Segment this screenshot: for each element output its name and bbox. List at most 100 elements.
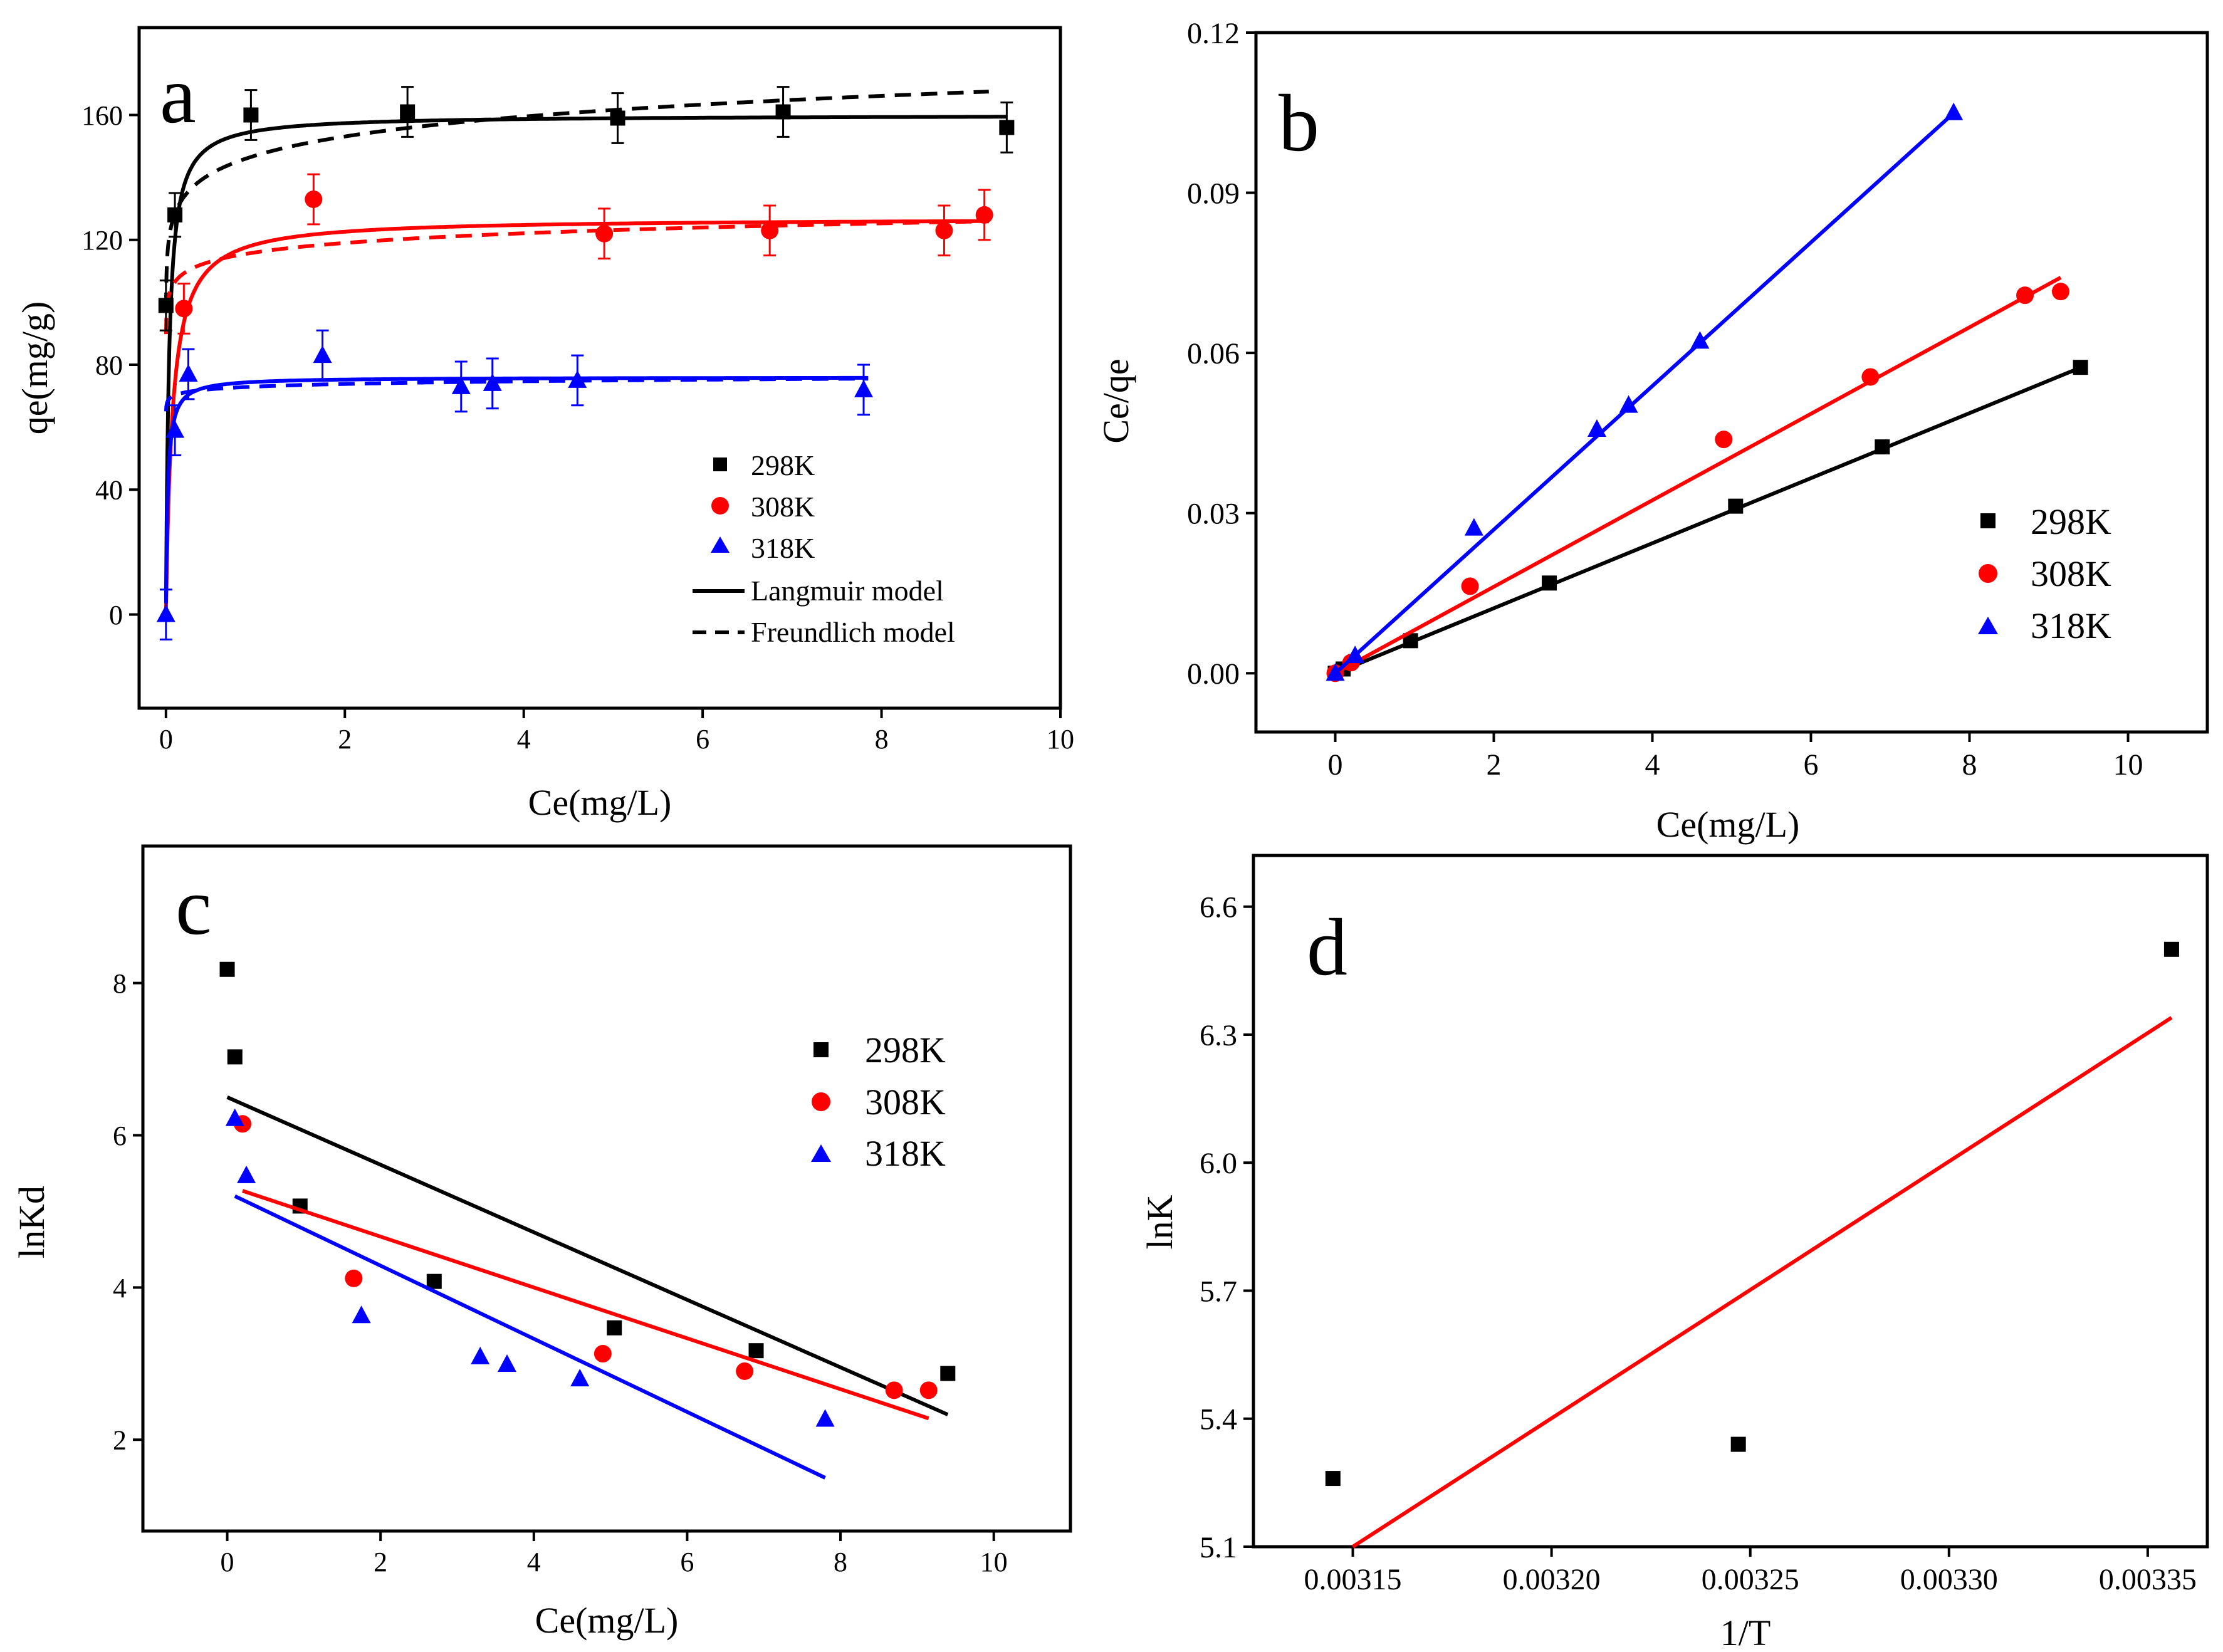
point-308K [736, 1362, 754, 1380]
y-tick-label: 2 [113, 1425, 127, 1456]
point-data [1325, 1471, 1341, 1487]
panel-d-van-t-hoff: d 0.00315 0.00320 0.00325 0.00330 0.00335 5.1… [1139, 854, 2209, 1652]
point-318K [815, 1409, 835, 1427]
panel-a-marks: 0 2 4 6 8 10 0 40 80 120 160 [81, 86, 1074, 755]
point-308K [594, 1345, 612, 1363]
point-298K [243, 107, 259, 123]
legend-freundlich-label: Freundlich model [751, 616, 955, 648]
x-tick-label: 0.00335 [2099, 1563, 2197, 1596]
point-318K [313, 345, 332, 363]
point-data [1730, 1436, 1746, 1452]
point-308K [345, 1269, 363, 1287]
panel-c-marks: 0 2 4 6 8 10 2 4 6 8 [113, 961, 1008, 1577]
x-tick-label: 6 [680, 1547, 694, 1577]
panel-a-plot-frame [137, 26, 1062, 710]
panel-c-legend: 298K 308K 318K [811, 1030, 946, 1174]
point-318K [570, 1369, 590, 1387]
x-tick-label: 8 [834, 1547, 847, 1577]
panel-a-xlabel: Ce(mg/L) [528, 782, 672, 823]
panel-b-plot-frame [1254, 31, 2209, 734]
langmuir-curve-298K [164, 115, 1007, 600]
point-318K [237, 1165, 256, 1183]
freundlich-curve-298K [164, 90, 989, 309]
x-tick-label: 2 [338, 724, 352, 755]
panel-c-plot-frame [141, 844, 1072, 1533]
fit-line-308K [1334, 276, 2062, 675]
point-318K [1464, 518, 1483, 536]
point-308K [761, 221, 779, 239]
y-tick-label: 0.00 [1187, 657, 1240, 691]
point-318K [497, 1354, 516, 1372]
point-318K [1587, 419, 1606, 437]
point-318K [165, 420, 185, 438]
panel-c-label: c [175, 862, 212, 952]
x-tick-label: 0.00330 [1900, 1563, 1998, 1596]
point-298K [607, 1320, 622, 1336]
y-tick-label: 40 [95, 475, 123, 506]
point-298K [610, 110, 625, 126]
point-298K [940, 1366, 956, 1381]
legend-318k-label: 318K [2031, 605, 2111, 646]
legend-318k-marker [1978, 617, 1998, 634]
point-318K [471, 1346, 490, 1364]
legend-308k-marker [812, 1092, 830, 1111]
point-308K [919, 1381, 938, 1399]
point-308K [305, 190, 323, 208]
point-318K [1690, 331, 1710, 349]
point-308K [1715, 431, 1733, 449]
legend-318k-marker [811, 1144, 831, 1162]
fit-line-298K [226, 1095, 949, 1416]
panel-a-ylabel: qe(mg/g) [14, 301, 55, 435]
point-308K [1461, 577, 1479, 595]
panel-b-label: b [1279, 78, 1319, 169]
panel-c-ylabel: lnKd [11, 1186, 52, 1258]
point-318K [854, 379, 874, 397]
point-318K [1326, 663, 1345, 681]
y-tick-label: 6 [113, 1121, 127, 1151]
x-tick-label: 0.00315 [1304, 1563, 1402, 1596]
legend-308k-label: 308K [751, 491, 815, 523]
legend-298k-label: 298K [865, 1030, 946, 1070]
y-tick-label: 0.06 [1187, 337, 1240, 370]
point-308K [885, 1381, 903, 1399]
point-318K [1346, 646, 1365, 664]
langmuir-curve-318K [164, 375, 869, 604]
point-298K [1728, 498, 1744, 514]
point-298K [748, 1343, 764, 1359]
panel-c-lnkd: c 0 2 4 6 8 10 2 4 6 8 Ce(mg/L) lnKd 298K 308K 31… [11, 844, 1072, 1641]
x-tick-label: 0 [1328, 748, 1343, 782]
legend-318k-marker [711, 536, 730, 553]
y-tick-label: 4 [113, 1273, 127, 1304]
panel-b-langmuir-linear: b 0 2 4 6 8 10 0.00 0.03 0.06 0.09 0.12 Ce(mg/L) C… [1096, 17, 2209, 845]
point-298K [999, 120, 1015, 135]
point-298K [219, 961, 235, 977]
legend-308k-marker [711, 497, 729, 515]
y-tick-label: 120 [81, 225, 123, 256]
x-tick-label: 10 [2113, 748, 2143, 782]
y-tick-label: 0.09 [1187, 177, 1240, 210]
point-298K [775, 104, 791, 120]
panel-d-marks: 0.00315 0.00320 0.00325 0.00330 0.00335 5.1 5.… [1200, 891, 2197, 1596]
legend-308k-marker [1979, 564, 1997, 583]
panel-a-adsorption-isotherms: a 0 2 4 6 8 10 0 40 80 120 160 Ce(mg/L) qe(mg/g) 2… [14, 26, 1074, 823]
legend-298k-marker [813, 1042, 829, 1057]
legend-298k-marker [713, 457, 727, 471]
y-tick-label: 0.03 [1187, 498, 1240, 531]
point-308K [2016, 286, 2034, 305]
legend-298k-label: 298K [2031, 501, 2111, 542]
panel-a-legend: 298K 308K 318K Langmuir model Freundlich… [693, 449, 955, 648]
panel-c-xlabel: Ce(mg/L) [535, 1600, 679, 1641]
point-298K [1875, 439, 1890, 455]
legend-318k-label: 318K [865, 1133, 946, 1174]
point-308K [935, 221, 953, 239]
x-tick-label: 0 [221, 1547, 234, 1577]
panel-d-ylabel: lnK [1139, 1195, 1180, 1249]
point-318K [483, 373, 502, 391]
legend-318k-label: 318K [751, 532, 815, 564]
y-tick-label: 5.7 [1200, 1275, 1237, 1308]
point-308K [595, 224, 614, 243]
x-tick-label: 4 [1645, 748, 1660, 782]
point-data [2163, 941, 2179, 957]
panel-d-xlabel: 1/T [1720, 1613, 1771, 1652]
y-tick-label: 6.6 [1200, 891, 1237, 924]
